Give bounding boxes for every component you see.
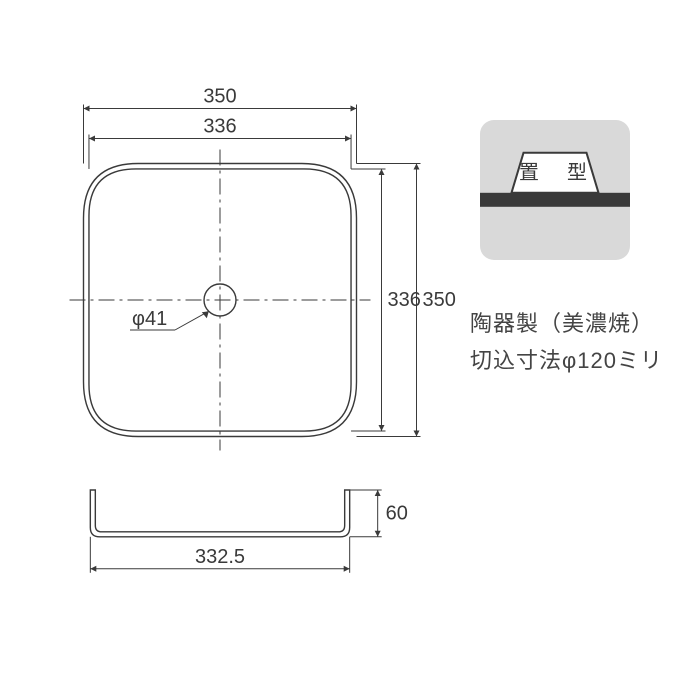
svg-text:336: 336: [388, 289, 421, 311]
svg-text:350: 350: [423, 289, 456, 311]
svg-text:350: 350: [203, 86, 236, 108]
svg-text:336: 336: [203, 116, 236, 138]
svg-text:φ41: φ41: [132, 308, 167, 330]
svg-text:332.5: 332.5: [195, 546, 245, 568]
svg-text:置 型: 置 型: [519, 161, 591, 184]
top-view: φ41350336336350: [70, 86, 456, 451]
mount-type-badge: 置 型: [480, 120, 630, 260]
cutout-spec-line: 切込寸法φ120ミリ: [470, 342, 663, 379]
material-line: 陶器製（美濃焼）: [470, 305, 654, 342]
svg-text:60: 60: [386, 502, 408, 524]
side-view: 60 332.5: [90, 490, 408, 573]
